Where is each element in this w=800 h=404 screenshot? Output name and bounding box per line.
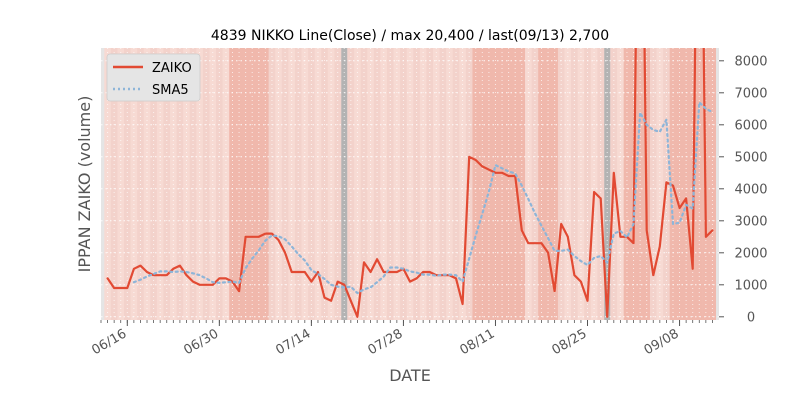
- legend: ZAIKO SMA5: [106, 53, 201, 102]
- x-tick-label: 06/30: [181, 326, 221, 358]
- y-tick-label: 5000: [734, 150, 767, 165]
- legend-sma5-label: SMA5: [152, 83, 189, 98]
- x-tick-label: 09/08: [642, 326, 682, 358]
- y-axis-label: IPPAN ZAIKO (volume): [75, 96, 94, 273]
- x-tick-label: 06/16: [89, 326, 129, 358]
- series-line-sma5: [132, 101, 714, 295]
- y-tick-label: 0: [747, 310, 755, 325]
- y-tick-label: 7000: [734, 86, 767, 101]
- y-tick-label: 8000: [734, 54, 767, 69]
- y-axis: 0 1000 2000 3000 4000 5000 6000 7000 8000: [719, 54, 768, 325]
- x-axis-label: DATE: [389, 366, 431, 385]
- y-tick-label: 6000: [734, 118, 767, 133]
- series-line-zaiko: [106, 48, 714, 318]
- grid-lines: [101, 48, 719, 320]
- x-axis: 06/16 06/30 07/14 07/28 08/11 08/25 09/08: [89, 320, 713, 358]
- chart-title: 4839 NIKKO Line(Close) / max 20,400 / la…: [211, 28, 609, 44]
- y-tick-label: 3000: [734, 214, 767, 229]
- legend-zaiko-label: ZAIKO: [152, 61, 192, 76]
- x-tick-label: 07/28: [365, 326, 405, 358]
- series-layer: [106, 48, 714, 318]
- y-tick-label: 2000: [734, 246, 767, 261]
- x-tick-label: 07/14: [273, 326, 313, 358]
- x-tick-label: 08/11: [458, 326, 498, 358]
- x-tick-label: 08/25: [550, 326, 590, 358]
- y-tick-label: 4000: [734, 182, 767, 197]
- y-tick-label: 1000: [734, 278, 767, 293]
